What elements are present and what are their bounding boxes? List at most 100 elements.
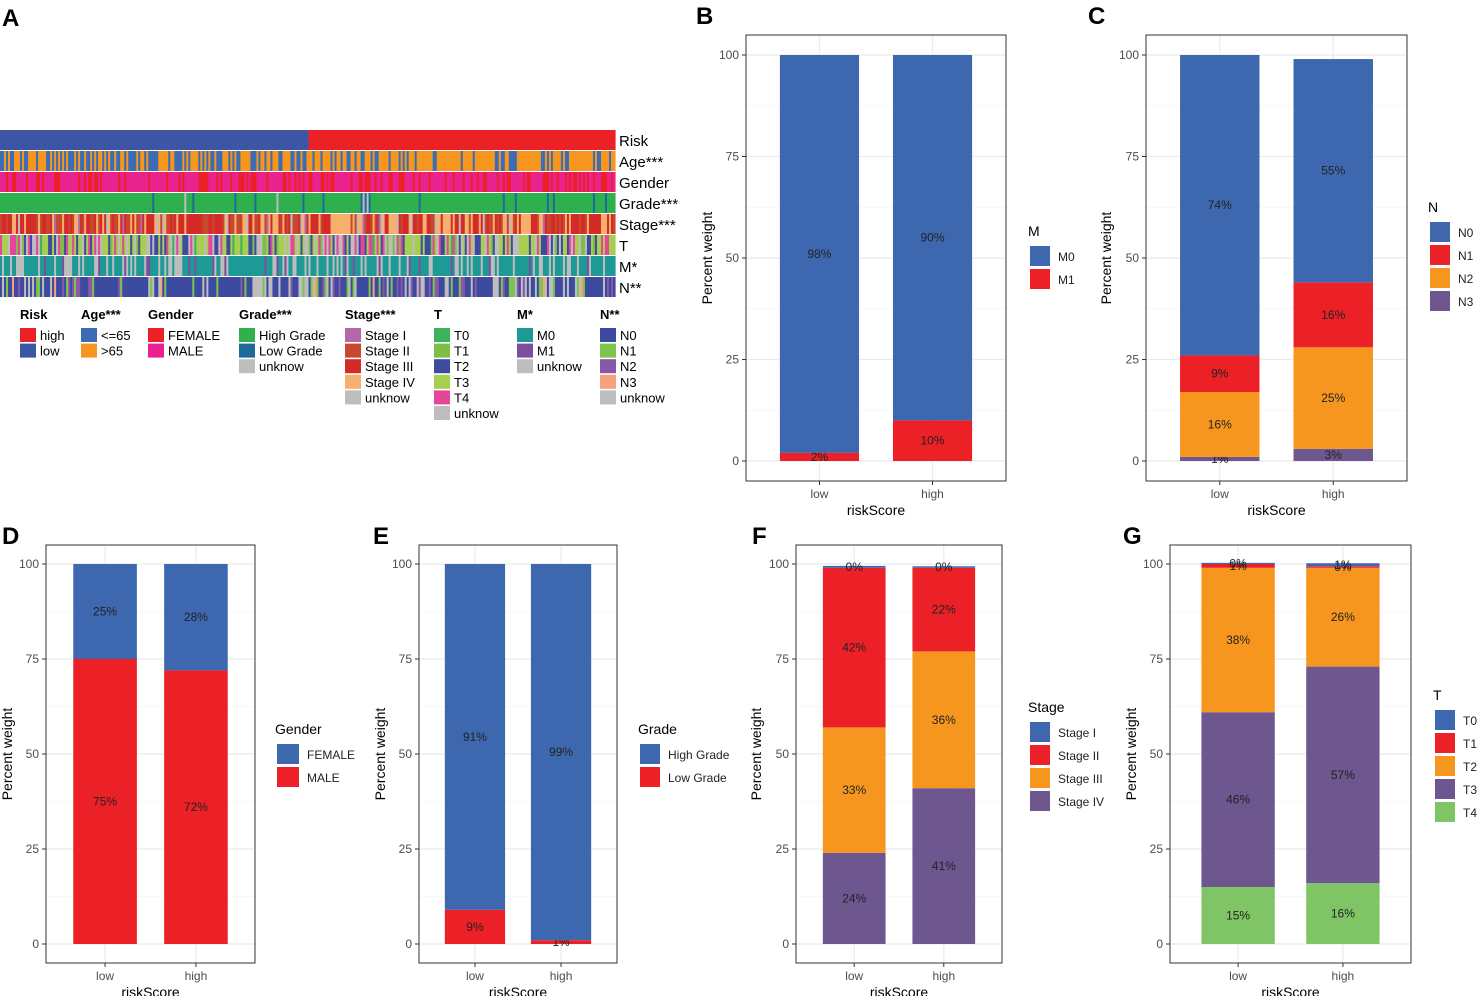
heatmap-cell (130, 172, 133, 192)
heatmap-cell (186, 235, 189, 255)
heatmap-cell (534, 235, 538, 255)
heatmap-cell (338, 277, 342, 297)
bar-segment (822, 852, 886, 944)
heatmap-cell (600, 214, 604, 234)
heatmap-cell (336, 193, 340, 213)
heatmap-cell (150, 172, 153, 192)
heatmap-cell (272, 235, 276, 255)
heatmap-cell (456, 193, 460, 213)
heatmap-cell (560, 277, 564, 297)
heatmap-cell (206, 172, 209, 192)
heatmap-cell (384, 277, 388, 297)
heatmap-cell (428, 151, 432, 171)
heatmap-cell (216, 256, 219, 276)
heatmap-cell (240, 193, 243, 213)
heatmap-cell (244, 193, 247, 213)
data-label: 28% (184, 610, 208, 624)
heatmap-cell (514, 277, 518, 297)
heatmap-cell (376, 256, 380, 276)
heatmap-cell (552, 277, 556, 297)
y-tick-label: 0 (1132, 454, 1139, 468)
heatmap-cell (4, 151, 7, 171)
heatmap-cell (230, 235, 233, 255)
heatmap-cell (590, 151, 594, 171)
heatmap-cell (544, 214, 548, 234)
heatmap-cell (530, 277, 534, 297)
heatmap-cell (184, 151, 187, 171)
heatmap-cell (32, 256, 35, 276)
heatmap-cell (146, 256, 149, 276)
heatmap-cell (454, 151, 458, 171)
heatmap-cell (592, 151, 596, 171)
heatmap-cell (214, 151, 217, 171)
heatmap-cell (596, 193, 600, 213)
heatmap-cell (332, 256, 336, 276)
heatmap-cell (548, 172, 552, 192)
heatmap-cell (194, 193, 197, 213)
heatmap-cell (230, 214, 233, 234)
heatmap-cell (422, 277, 426, 297)
heatmap-cell (592, 256, 596, 276)
heatmap-cell (326, 193, 330, 213)
heatmap-cell (366, 193, 370, 213)
heatmap-cell (570, 193, 574, 213)
heatmap-cell (542, 172, 546, 192)
heatmap-cell (486, 151, 490, 171)
legend-swatch (1435, 710, 1455, 730)
heatmap-cell (208, 214, 211, 234)
heatmap-cell (552, 256, 556, 276)
heatmap-cell (564, 235, 568, 255)
heatmap-cell (390, 235, 394, 255)
heatmap-cell (290, 172, 294, 192)
heatmap-cell (330, 172, 334, 192)
heatmap-cell (286, 214, 290, 234)
heatmap-cell (474, 172, 478, 192)
heatmap-cell (48, 235, 51, 255)
heatmap-cell (274, 193, 278, 213)
heatmap-cell (378, 214, 382, 234)
heatmap-cell (244, 256, 247, 276)
heatmap-cell (520, 235, 524, 255)
heatmap-cell (462, 277, 466, 297)
heatmap-cell (392, 277, 396, 297)
heatmap-cell (434, 235, 438, 255)
heatmap-cell (440, 277, 444, 297)
heatmap-cell (188, 172, 191, 192)
heatmap-row-label: N** (619, 280, 642, 297)
heatmap-cell (546, 277, 550, 297)
heatmap-cell (184, 235, 187, 255)
heatmap-cell (492, 214, 496, 234)
heatmap-cell (236, 256, 239, 276)
heatmap-cell (112, 256, 115, 276)
heatmap-cell (354, 214, 358, 234)
heatmap-cell (526, 172, 530, 192)
heatmap-cell (512, 151, 516, 171)
y-axis-title: Percent weight (0, 708, 15, 801)
heatmap-cell (228, 214, 231, 234)
heatmap-cell (102, 235, 105, 255)
heatmap-cell (168, 277, 171, 297)
heatmap-cell (516, 235, 520, 255)
heatmap-legend-label: N1 (620, 344, 637, 359)
heatmap-cell (540, 193, 544, 213)
heatmap-cell (592, 214, 596, 234)
heatmap-legend-label: Stage I (365, 328, 406, 343)
heatmap-cell (154, 151, 157, 171)
heatmap-cell (262, 256, 266, 276)
heatmap-cell (100, 214, 103, 234)
heatmap-cell (434, 151, 438, 171)
heatmap-cell (596, 172, 600, 192)
heatmap-cell (388, 151, 392, 171)
heatmap-cell (460, 277, 464, 297)
heatmap-cell (610, 214, 614, 234)
heatmap-cell (134, 214, 137, 234)
heatmap-cell (168, 151, 171, 171)
heatmap-cell (264, 256, 268, 276)
heatmap-cell (22, 235, 25, 255)
bar-segment (822, 567, 886, 728)
heatmap-cell (558, 193, 562, 213)
heatmap-cell (326, 151, 330, 171)
heatmap-cell (320, 172, 324, 192)
heatmap-cell (254, 256, 258, 276)
heatmap-cell (364, 277, 368, 297)
